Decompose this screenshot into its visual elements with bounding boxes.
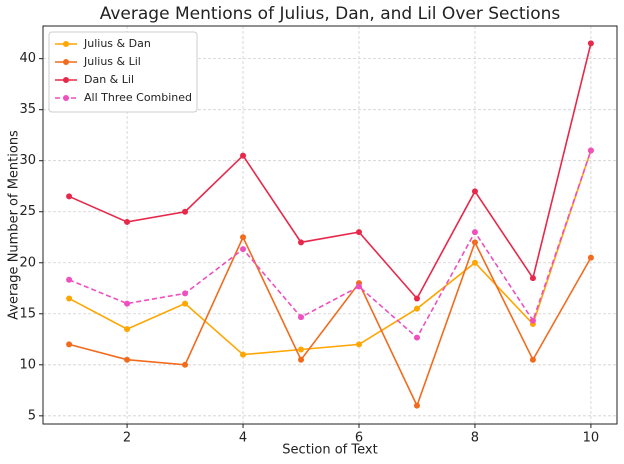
data-point xyxy=(124,326,131,333)
series-line xyxy=(68,150,592,339)
x-tick-label: 2 xyxy=(123,431,131,446)
data-point xyxy=(124,356,131,363)
data-point xyxy=(298,346,305,353)
legend-label: Dan & Lil xyxy=(84,73,134,86)
legend-label: All Three Combined xyxy=(84,91,192,104)
data-point xyxy=(240,152,247,159)
x-tick-label: 10 xyxy=(583,431,600,446)
legend-marker xyxy=(63,95,69,101)
y-tick-label: 10 xyxy=(19,357,36,372)
legend-marker xyxy=(63,41,69,47)
y-tick-label: 5 xyxy=(28,408,36,423)
data-point xyxy=(529,317,536,324)
y-tick-label: 30 xyxy=(19,153,36,168)
legend-marker xyxy=(63,77,69,83)
y-axis-label: Average Number of Mentions xyxy=(7,130,22,320)
data-point xyxy=(182,361,189,368)
series-line xyxy=(68,43,592,300)
data-point xyxy=(471,188,478,195)
chart-title: Average Mentions of Julius, Dan, and Lil… xyxy=(100,4,561,24)
y-tick-label: 20 xyxy=(19,255,36,270)
y-tick-label: 35 xyxy=(19,102,36,117)
data-point xyxy=(413,334,420,341)
data-point xyxy=(471,229,478,236)
data-point xyxy=(66,193,73,200)
data-point xyxy=(66,276,73,283)
data-point xyxy=(587,40,594,47)
data-point xyxy=(355,341,362,348)
data-point xyxy=(182,290,189,297)
plot-frame xyxy=(42,25,618,425)
y-tick-label: 25 xyxy=(19,204,36,219)
data-point xyxy=(240,234,247,241)
x-tick-label: 8 xyxy=(471,431,479,446)
y-tick-label: 15 xyxy=(19,306,36,321)
series-line xyxy=(68,235,592,408)
x-tick-label: 4 xyxy=(239,431,247,446)
data-point xyxy=(66,295,73,302)
data-point xyxy=(124,218,131,225)
data-point xyxy=(413,402,420,409)
data-point xyxy=(66,341,73,348)
x-axis-label: Section of Text xyxy=(282,443,377,458)
data-point xyxy=(529,356,536,363)
series-line xyxy=(68,150,592,356)
data-point xyxy=(240,351,247,358)
data-point xyxy=(587,254,594,261)
data-point xyxy=(182,208,189,215)
legend-marker xyxy=(63,59,69,65)
data-point xyxy=(298,314,305,321)
data-point xyxy=(298,356,305,363)
data-point xyxy=(355,229,362,236)
data-point xyxy=(413,295,420,302)
data-point xyxy=(124,300,131,307)
legend-label: Julius & Lil xyxy=(83,55,141,68)
data-point xyxy=(413,305,420,312)
x-tick-label: 6 xyxy=(355,431,363,446)
legend-box xyxy=(48,31,198,113)
data-point xyxy=(471,259,478,266)
data-point xyxy=(587,147,594,154)
data-point xyxy=(471,239,478,246)
data-point xyxy=(240,246,247,253)
data-point xyxy=(529,275,536,282)
data-point xyxy=(298,239,305,246)
legend-label: Julius & Dan xyxy=(83,37,151,50)
data-point xyxy=(182,300,189,307)
data-point xyxy=(355,283,362,290)
y-tick-label: 40 xyxy=(19,51,36,66)
